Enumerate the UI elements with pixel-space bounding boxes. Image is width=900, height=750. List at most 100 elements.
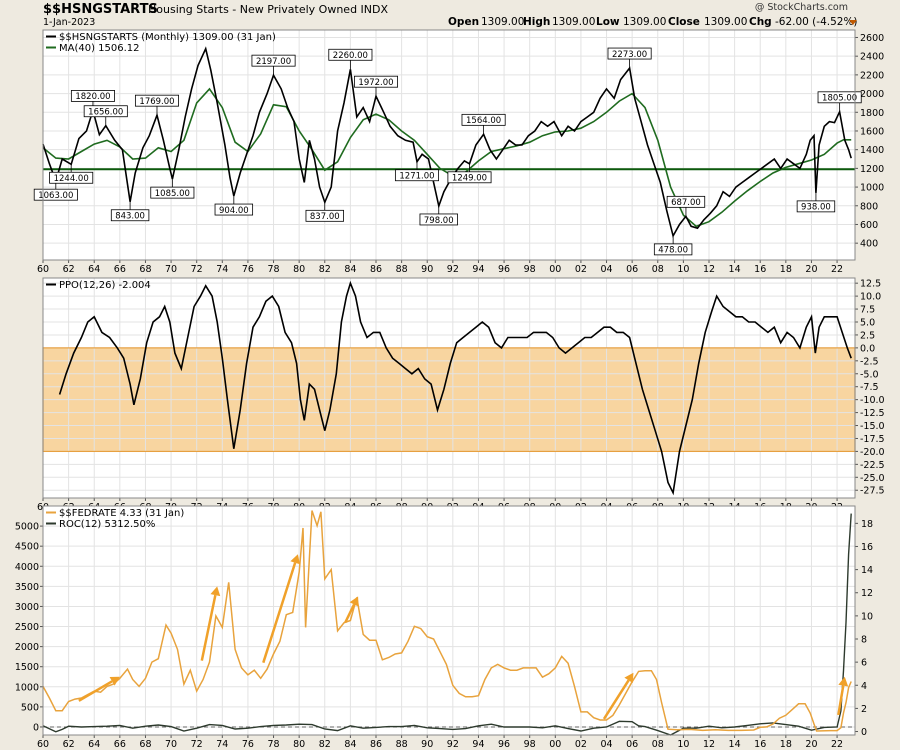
ppo-y-tick-label: 12.5 bbox=[860, 279, 881, 290]
price-x-tick-label: 86 bbox=[370, 264, 382, 275]
price-y-tick-label: 2400 bbox=[860, 52, 884, 63]
annotation-box bbox=[214, 203, 254, 216]
price-y-tick-label: 1000 bbox=[860, 183, 884, 194]
price-x-tick-label: 00 bbox=[549, 264, 561, 275]
price-x-tick-label: 60 bbox=[37, 264, 49, 275]
price-y-tick-label: 2000 bbox=[860, 89, 884, 100]
price-y-tick-label: 400 bbox=[860, 239, 878, 250]
annotation-label: 2273.00 bbox=[612, 50, 647, 60]
price-x-tick-label: 74 bbox=[216, 264, 228, 275]
price-x-tick-label: 62 bbox=[63, 264, 75, 275]
fedrate-x-tick-label: 70 bbox=[165, 739, 177, 750]
annotation-label: 1769.00 bbox=[139, 97, 174, 107]
symbol-title: $$HSNGSTARTS bbox=[43, 2, 158, 17]
fedrate-x-tick-label: 04 bbox=[600, 739, 612, 750]
annotation-label: 687.00 bbox=[671, 198, 701, 208]
annotation-box bbox=[83, 105, 128, 118]
trend-arrow-head bbox=[290, 554, 300, 565]
roc-y-tick-label: 0 bbox=[33, 722, 39, 733]
annotation-box bbox=[110, 209, 150, 222]
annotation-box bbox=[666, 195, 706, 208]
price-x-tick-label: 88 bbox=[396, 264, 408, 275]
annotation-label: 2197.00 bbox=[256, 57, 291, 67]
price-x-tick-label: 10 bbox=[677, 264, 689, 275]
fedrate-x-tick-label: 62 bbox=[63, 739, 75, 750]
down-triangle-icon bbox=[849, 20, 857, 25]
low-value: 1309.00 bbox=[623, 16, 666, 28]
ppo-legend: PPO(12,26) -2.004 bbox=[59, 280, 151, 291]
price-x-tick-label: 06 bbox=[626, 264, 638, 275]
price-y-tick-label: 1400 bbox=[860, 145, 884, 156]
trend-arrow-head bbox=[349, 596, 359, 607]
trend-arrow-shaft bbox=[200, 594, 217, 661]
annotation-box bbox=[796, 200, 836, 213]
annotation-label: 1244.00 bbox=[54, 174, 89, 184]
fedrate-x-tick-label: 10 bbox=[677, 739, 689, 750]
price-y-tick-label: 1600 bbox=[860, 126, 884, 137]
price-x-tick-label: 90 bbox=[421, 264, 433, 275]
annotation-label: 1972.00 bbox=[358, 78, 393, 88]
price-x-tick-label: 80 bbox=[293, 264, 305, 275]
fedrate-x-tick-label: 08 bbox=[652, 739, 664, 750]
trend-arrow-head bbox=[210, 586, 221, 597]
high-label: High bbox=[523, 16, 550, 28]
ma-legend: MA(40) 1506.12 bbox=[59, 43, 140, 54]
roc-y-tick-label: 3500 bbox=[15, 582, 39, 593]
fedrate-x-tick-label: 02 bbox=[575, 739, 587, 750]
header-date: 1-Jan-2023 bbox=[43, 17, 95, 28]
chg-value: -62.00 (-4.52%) bbox=[775, 16, 858, 28]
trend-arrow-shaft bbox=[78, 680, 113, 702]
roc-legend: ROC(12) 5312.50% bbox=[59, 519, 155, 530]
annotation-label: 1564.00 bbox=[466, 116, 501, 126]
annotation-box bbox=[461, 113, 506, 126]
price-y-tick-label: 1800 bbox=[860, 108, 884, 119]
ppo-line bbox=[58, 280, 852, 496]
roc-y-tick-label: 3000 bbox=[15, 602, 39, 613]
chg-label: Chg bbox=[749, 16, 772, 28]
fedrate-x-tick-label: 74 bbox=[216, 739, 228, 750]
annotation-label: 843.00 bbox=[115, 212, 145, 222]
price-y-tick-label: 1200 bbox=[860, 164, 884, 175]
price-x-tick-label: 22 bbox=[831, 264, 843, 275]
fedrate-x-tick-label: 90 bbox=[421, 739, 433, 750]
ppo-y-tick-label: -22.5 bbox=[860, 460, 885, 471]
fedrate-panel-bg bbox=[43, 506, 855, 735]
fedrate-y-tick-label: 6 bbox=[861, 658, 867, 669]
fedrate-x-tick-label: 84 bbox=[344, 739, 356, 750]
fedrate-y-tick-label: 4 bbox=[861, 681, 867, 692]
trend-arrow-head bbox=[838, 676, 849, 687]
ppo-y-tick-label: -17.5 bbox=[860, 434, 885, 445]
fedrate-x-tick-label: 00 bbox=[549, 739, 561, 750]
fedrate-x-tick-label: 88 bbox=[396, 739, 408, 750]
ppo-y-tick-label: 10.0 bbox=[860, 292, 881, 303]
fedrate-x-tick-label: 86 bbox=[370, 739, 382, 750]
roc-y-tick-label: 2000 bbox=[15, 642, 39, 653]
roc-y-tick-label: 4000 bbox=[15, 562, 39, 573]
annotation-label: 478.00 bbox=[658, 246, 688, 256]
fedrate-x-tick-label: 64 bbox=[88, 739, 100, 750]
roc-y-tick-label: 1000 bbox=[15, 682, 39, 693]
annotation-box bbox=[607, 47, 652, 60]
trend-arrow-shaft bbox=[837, 685, 845, 716]
fedrate-x-tick-label: 16 bbox=[754, 739, 766, 750]
ppo-panel: 6062646668707274767880828486889092949698… bbox=[37, 277, 885, 513]
ppo-y-tick-label: -20.0 bbox=[860, 447, 885, 458]
price-panel-frame bbox=[42, 29, 856, 261]
price-x-tick-label: 14 bbox=[729, 264, 741, 275]
fedrate-x-tick-label: 20 bbox=[805, 739, 817, 750]
annotation-label: 904.00 bbox=[219, 206, 249, 216]
ppo-panel-frame bbox=[42, 277, 856, 499]
fedrate-panel: 60 62 64 66 68 70 72 74 76 78 80 82 84 86 88 90 92 94 96 98… bbox=[15, 505, 873, 750]
trend-arrow-head bbox=[109, 676, 120, 686]
price-x-tick-label: 68 bbox=[139, 264, 151, 275]
price-x-tick-label: 18 bbox=[780, 264, 792, 275]
fedrate-y-tick-label: 18 bbox=[861, 519, 873, 530]
price-x-tick-label: 20 bbox=[805, 264, 817, 275]
price-x-tick-label: 78 bbox=[267, 264, 279, 275]
fedrate-y-tick-label: 2 bbox=[861, 704, 867, 715]
watermark: @ StockCharts.com bbox=[755, 2, 848, 13]
roc-y-tick-label: 2500 bbox=[15, 622, 39, 633]
roc-line bbox=[42, 513, 852, 736]
price-x-tick-label: 92 bbox=[447, 264, 459, 275]
open-value: 1309.00 bbox=[481, 16, 524, 28]
